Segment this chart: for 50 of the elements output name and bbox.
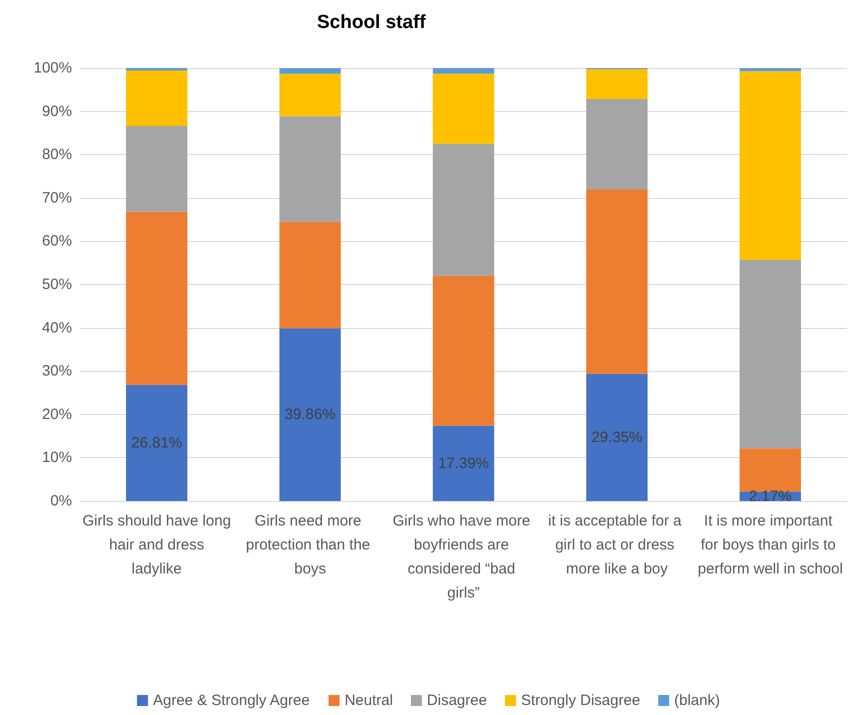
- x-tick-label: Girls who have more boyfriends are considered “bad girls”: [392, 512, 534, 602]
- chart-title: School staff: [317, 12, 426, 33]
- bar: [126, 70, 188, 126]
- bar: [432, 426, 494, 501]
- bar: [279, 68, 341, 74]
- bar: [279, 116, 341, 222]
- y-tick-label: 90%: [42, 102, 72, 120]
- bar: [432, 144, 494, 276]
- legend-label: Agree & Strongly Agree: [152, 692, 310, 709]
- y-tick-label: 70%: [42, 189, 72, 206]
- bar: [740, 260, 801, 448]
- bar: [432, 68, 494, 74]
- y-tick-label: 40%: [42, 319, 72, 336]
- bar: [126, 384, 188, 501]
- bar: [432, 74, 494, 144]
- legend-label: Strongly Disagree: [520, 692, 640, 709]
- data-label: 29.35%: [591, 428, 642, 446]
- bar: [126, 126, 188, 212]
- legend-label: (blank): [674, 692, 720, 709]
- y-tick-label: 30%: [42, 362, 72, 380]
- bar: [586, 69, 648, 99]
- x-tick-label: It is more important for boys than girls to perform well in school: [698, 512, 843, 578]
- x-tick-label: it is acceptable for a girl to act or dress more like a boy: [548, 512, 686, 578]
- y-tick-label: 100%: [34, 60, 72, 76]
- bar: [126, 68, 188, 71]
- y-tick-label: 60%: [42, 232, 72, 250]
- bar: [279, 328, 341, 501]
- x-tick-label: Girls should have long hair and dress ladylike: [82, 512, 231, 578]
- x-tick-label: Girls need more protection than the boys: [246, 512, 374, 578]
- legend-label: Disagree: [426, 692, 487, 709]
- bar: [279, 74, 341, 116]
- bar: [432, 276, 494, 426]
- y-tick-label: 10%: [42, 449, 72, 466]
- y-tick-label: 50%: [42, 276, 72, 293]
- legend-label: Neutral: [344, 692, 393, 709]
- y-tick-label: 0%: [50, 492, 72, 510]
- data-label: 26.81%: [131, 434, 182, 452]
- bar: [740, 71, 801, 260]
- bar: [586, 98, 648, 190]
- data-label: 17.39%: [438, 454, 489, 472]
- y-tick-label: 80%: [42, 146, 72, 164]
- bar: [586, 189, 648, 374]
- bar: [126, 212, 188, 385]
- data-label: 39.86%: [284, 406, 336, 424]
- y-tick-label: 20%: [42, 406, 72, 423]
- bar: [740, 68, 801, 72]
- bar: [586, 374, 648, 501]
- bar: [740, 448, 801, 492]
- bar: [279, 222, 341, 328]
- data-label: 2.17%: [749, 488, 792, 505]
